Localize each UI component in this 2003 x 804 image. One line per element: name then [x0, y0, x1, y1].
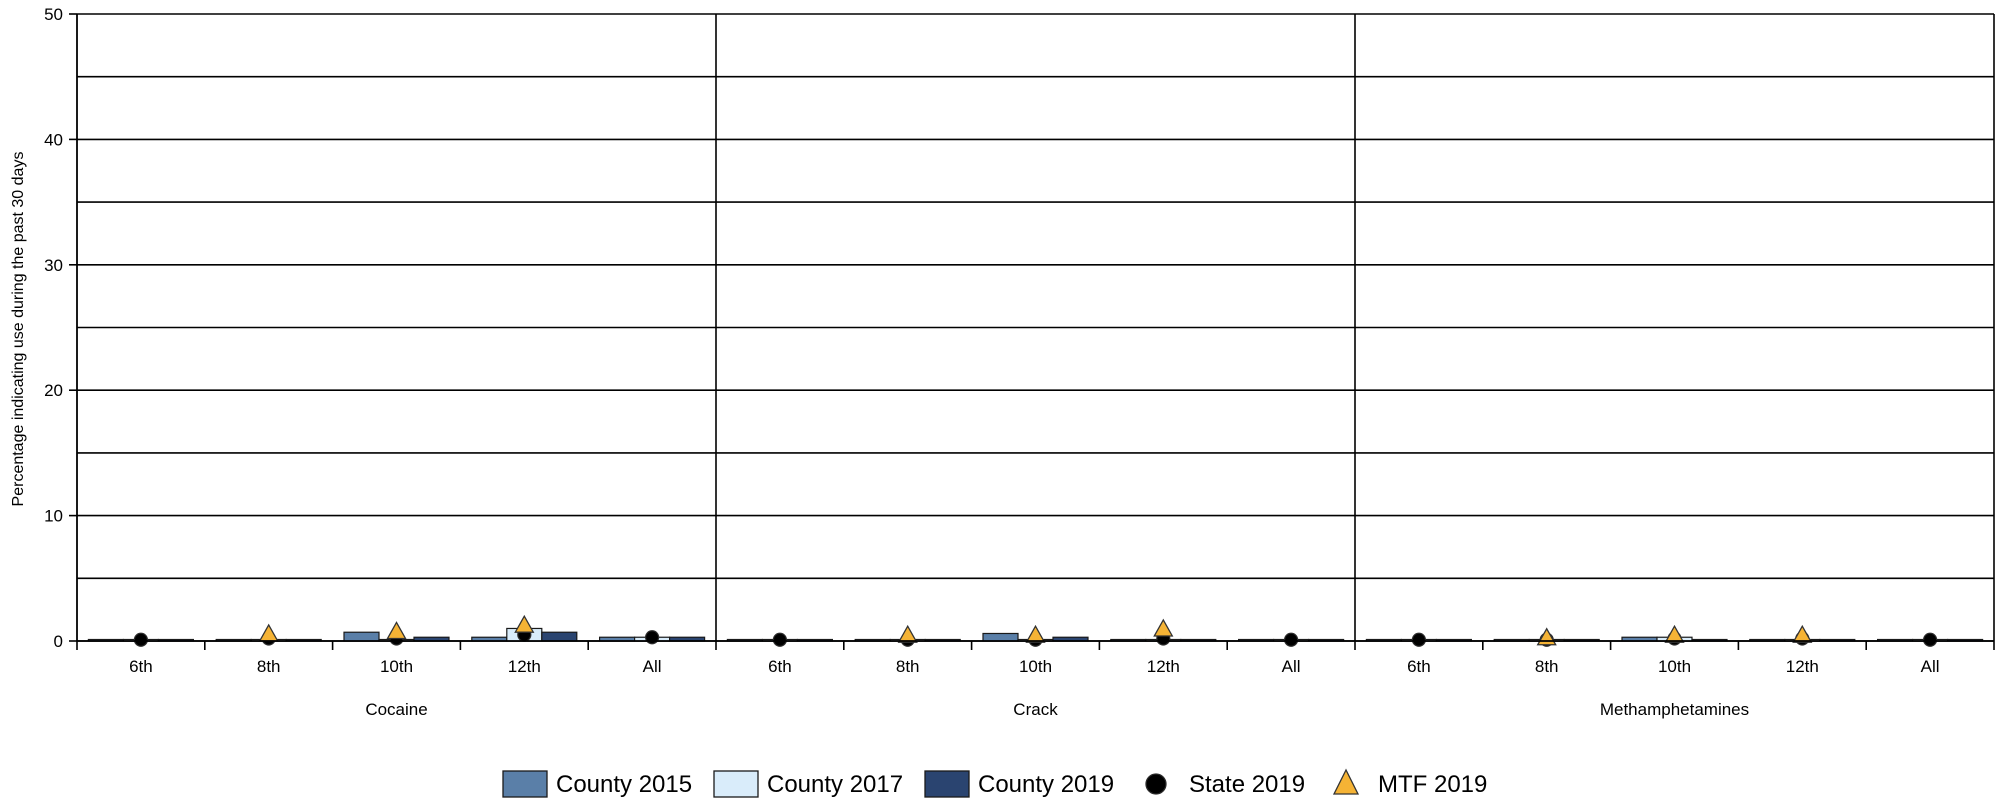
x-tick-label: 6th: [1407, 657, 1431, 676]
x-tick-label: 12th: [508, 657, 541, 676]
legend-swatch-county-2015: [502, 770, 548, 798]
legend-swatch-county-2017: [713, 770, 759, 798]
x-tick-label: 10th: [380, 657, 413, 676]
legend-label-county-2019: County 2019: [978, 771, 1114, 798]
x-tick-label: All: [1282, 657, 1301, 676]
point-mtf-2019: [897, 624, 918, 643]
group-label: Cocaine: [365, 700, 427, 719]
point-mtf-2019: [258, 623, 279, 642]
x-tick-label: 8th: [257, 657, 281, 676]
x-tick-label: 10th: [1658, 657, 1691, 676]
x-tick-label: 10th: [1019, 657, 1052, 676]
point-mtf-2019: [1153, 618, 1174, 637]
x-tick-label: 12th: [1786, 657, 1819, 676]
x-tick-label: All: [643, 657, 662, 676]
y-tick-label: 20: [44, 381, 63, 400]
y-tick-label: 40: [44, 130, 63, 149]
point-state-2019: [133, 632, 148, 647]
x-tick-label: 8th: [896, 657, 920, 676]
group-label: Crack: [1013, 700, 1058, 719]
group-label: Methamphetamines: [1600, 700, 1749, 719]
legend-label-state-2019: State 2019: [1189, 771, 1305, 798]
point-state-2019: [772, 632, 788, 647]
legend-swatch-county-2019: [924, 770, 970, 798]
point-state-2019: [1922, 632, 1938, 647]
point-mtf-2019: [1664, 624, 1685, 643]
legend-label-mtf-2019: MTF 2019: [1378, 771, 1487, 798]
point-mtf-2019: [1792, 624, 1813, 643]
axes: [69, 13, 1995, 650]
tick-labels: 0 10 20 30 40 50 Cocaine 6th 8th 10th 12th All Crack…: [44, 5, 1939, 719]
point-mtf-2019: [514, 614, 535, 633]
x-tick-label: 12th: [1147, 657, 1180, 676]
point-mtf-2019: [386, 621, 407, 640]
y-tick-label: 30: [44, 256, 63, 275]
bar-county-2019: [541, 631, 578, 642]
point-state-2019: [1411, 632, 1427, 647]
legend-swatch-state-2019: [1145, 773, 1167, 795]
x-tick-label: All: [1921, 657, 1940, 676]
y-tick-label: 0: [54, 632, 63, 651]
y-tick-label: 50: [44, 5, 63, 24]
x-tick-label: 8th: [1535, 657, 1559, 676]
point-state-2019: [1283, 632, 1299, 647]
y-tick-label: 10: [44, 507, 63, 526]
bar-county-2015: [343, 631, 380, 642]
gridlines: [77, 13, 1994, 642]
legend: County 2015 County 2017 County 2019 State 2…: [502, 768, 1487, 798]
legend-label-county-2015: County 2015: [556, 771, 692, 798]
x-tick-label: 6th: [129, 657, 153, 676]
x-tick-label: 6th: [768, 657, 792, 676]
legend-swatch-mtf-2019: [1332, 768, 1360, 795]
bar-county-2015: [982, 632, 1019, 642]
y-axis-title: Percentage indicating use during the pas…: [10, 152, 27, 507]
point-mtf-2019: [1025, 624, 1046, 643]
legend-label-county-2017: County 2017: [767, 771, 903, 798]
